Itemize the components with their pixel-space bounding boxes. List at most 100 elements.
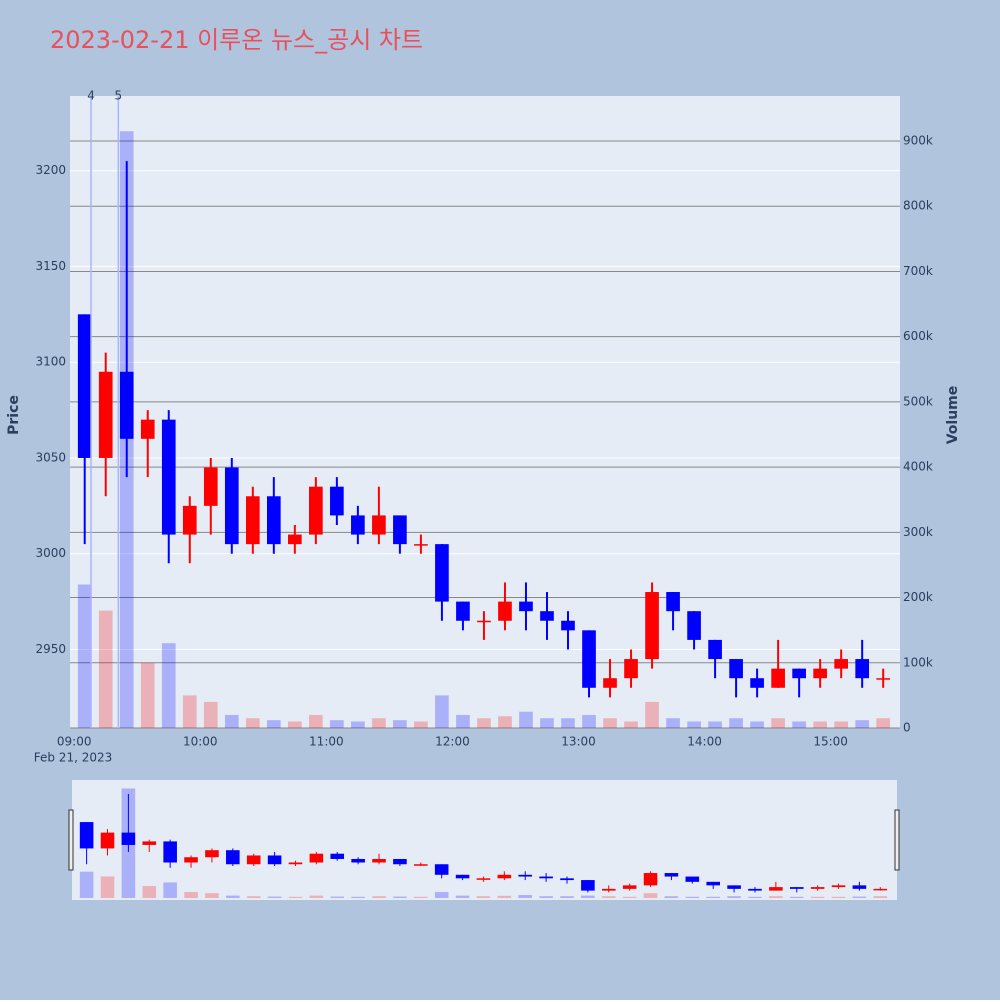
candle-body [666, 592, 680, 612]
candle-body [203, 467, 218, 506]
volume-bar [624, 721, 638, 728]
candle-body [372, 858, 386, 863]
range-slider[interactable] [72, 780, 897, 900]
volume-bar [873, 896, 888, 898]
volume-bar [855, 720, 870, 728]
range-handle[interactable] [894, 809, 900, 871]
candle-body [561, 620, 575, 631]
volume-bar [435, 695, 449, 728]
candle-body [184, 857, 198, 863]
candle-body [519, 601, 533, 612]
volume-bar [393, 720, 407, 728]
candle-body [435, 544, 449, 602]
volume-bar [708, 721, 722, 728]
candle-body [393, 858, 407, 865]
candle-body [456, 601, 470, 621]
candle-body [685, 876, 700, 882]
candle-body [708, 639, 722, 660]
candle-body [748, 888, 762, 891]
candle-body [540, 611, 554, 621]
x-tick-label: 11:00 [309, 735, 344, 749]
candle-body [581, 880, 595, 891]
volume-bar [769, 896, 783, 898]
candle-body [351, 858, 365, 863]
x-tick-label: 09:00 [57, 735, 92, 749]
volume-bar [224, 714, 239, 728]
y-tick-label: 2950 [35, 642, 66, 656]
candle-body [687, 611, 701, 640]
candle-body [205, 850, 219, 858]
candle-body [393, 515, 407, 545]
volume-bar [706, 896, 720, 898]
y2-tick-label: 600k [903, 329, 933, 343]
candle-body [601, 888, 616, 891]
y-tick-label: 3100 [35, 355, 66, 369]
volume-bar [581, 895, 595, 898]
candle-body [288, 862, 303, 865]
volume-bar [372, 718, 386, 728]
candle-body [266, 496, 281, 545]
volume-bar [519, 711, 533, 728]
volume-bar [540, 718, 554, 728]
candle-body [477, 620, 491, 623]
x-tick-label: 10:00 [183, 735, 218, 749]
volume-bar [184, 892, 198, 898]
candle-body [498, 601, 512, 621]
candle-body [771, 668, 785, 688]
volume-bar [142, 886, 157, 898]
volume-bar [645, 701, 659, 728]
candle-body [224, 467, 239, 545]
volume-bar [539, 896, 553, 898]
candle-body [852, 885, 867, 889]
volume-bar [834, 721, 848, 728]
volume-bar [246, 896, 261, 898]
y2-tick-label: 800k [903, 199, 933, 213]
volume-bar [498, 716, 512, 728]
candle-body [330, 853, 345, 859]
volume-bar [750, 721, 764, 728]
candle-body [372, 515, 386, 535]
candle-body [79, 822, 94, 849]
candle-body [497, 874, 512, 879]
volume-bar [288, 721, 302, 728]
x-tick-label: 14:00 [687, 735, 722, 749]
volume-bar [456, 714, 470, 728]
candle-body [309, 486, 323, 535]
candle-body [518, 874, 533, 877]
volume-bar [182, 695, 197, 728]
y-tick-label: 3200 [35, 163, 66, 177]
y2-tick-label: 300k [903, 525, 933, 539]
volume-bar [414, 896, 428, 898]
x-tick-label: 12:00 [435, 735, 470, 749]
candle-body [560, 878, 574, 881]
x-date-label: Feb 21, 2023 [34, 751, 113, 765]
volume-bar [789, 896, 804, 898]
candle-body [121, 832, 136, 845]
candle-body [643, 873, 658, 886]
candle-body [539, 876, 553, 879]
volume-bar [643, 893, 658, 898]
candle-body [77, 314, 92, 458]
news-marker-label: 4 [87, 89, 95, 103]
volume-bar [810, 896, 825, 898]
y2-tick-label: 500k [903, 394, 933, 408]
candle-body [603, 678, 617, 688]
candle-body [476, 878, 491, 880]
volume-bar [309, 895, 324, 898]
volume-bar [245, 718, 260, 728]
volume-bar [267, 896, 282, 898]
volume-bar [852, 896, 867, 898]
volume-bar [687, 721, 701, 728]
y-axis-title: Price [6, 395, 22, 435]
volume-bar [288, 896, 303, 898]
candle-body [645, 592, 659, 660]
volume-bar [330, 720, 344, 728]
volume-bar [266, 720, 281, 728]
candle-body [98, 371, 113, 458]
candle-body [119, 371, 134, 439]
volume-bar [372, 896, 386, 898]
range-handle[interactable] [68, 809, 74, 871]
volume-bar [100, 876, 115, 898]
candle-body [267, 855, 282, 865]
y2-tick-label: 400k [903, 460, 933, 474]
